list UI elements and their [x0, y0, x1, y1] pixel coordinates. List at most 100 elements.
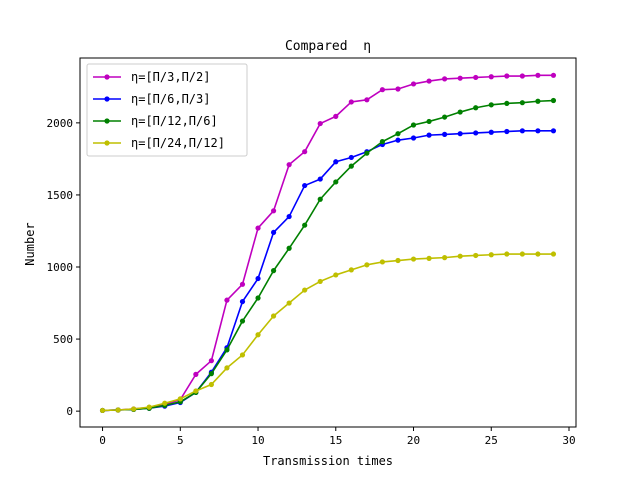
- data-point-s2: [473, 130, 479, 136]
- data-point-s3: [473, 105, 479, 111]
- data-point-s2: [426, 132, 432, 138]
- x-tick-label: 25: [485, 434, 498, 447]
- data-point-s4: [99, 407, 106, 414]
- data-point-s1: [379, 87, 386, 93]
- data-point-s3: [426, 118, 432, 125]
- data-point-s2: [395, 137, 401, 143]
- y-tick-label: 500: [53, 333, 73, 346]
- data-point-s2: [333, 159, 339, 165]
- data-point-s1: [270, 208, 277, 214]
- data-point-s1: [504, 73, 510, 79]
- data-point-s2: [348, 154, 354, 161]
- data-point-s1: [224, 297, 230, 303]
- legend-label-2: η=[Π/6,Π/3]: [131, 92, 210, 106]
- data-point-s2: [410, 135, 417, 141]
- data-point-s1: [208, 358, 214, 364]
- chart-title: Compared η: [285, 39, 371, 54]
- data-point-s4: [208, 381, 214, 388]
- y-axis-label: Number: [23, 222, 37, 265]
- data-point-s3: [270, 268, 277, 274]
- legend-label-4: η=[Π/24,Π/12]: [131, 136, 225, 150]
- data-point-s1: [317, 120, 323, 127]
- legend-marker-4: [104, 140, 110, 146]
- axes-frame: [79, 57, 577, 428]
- data-point-s4: [333, 272, 339, 278]
- series-line-3: [102, 99, 554, 412]
- data-point-s4: [255, 332, 261, 338]
- data-point-s2: [535, 128, 541, 134]
- data-point-s3: [488, 102, 494, 108]
- data-point-s2: [317, 176, 323, 182]
- legend-label-3: η=[Π/12,Π/6]: [131, 114, 218, 128]
- data-point-s3: [333, 179, 339, 185]
- data-point-s3: [364, 150, 370, 156]
- data-point-s4: [379, 259, 386, 265]
- data-point-s1: [488, 74, 494, 80]
- data-point-s2: [488, 129, 494, 135]
- data-point-s3: [519, 100, 525, 106]
- data-point-s2: [442, 131, 448, 137]
- data-point-s4: [115, 407, 121, 413]
- data-point-s4: [348, 267, 354, 273]
- data-point-s4: [239, 352, 246, 358]
- data-point-s4: [286, 300, 292, 306]
- data-point-s3: [286, 245, 292, 251]
- data-point-s4: [442, 255, 448, 261]
- data-point-s4: [519, 251, 525, 257]
- data-point-s1: [193, 371, 199, 377]
- x-tick-label: 15: [329, 434, 342, 447]
- data-point-s3: [550, 97, 557, 104]
- legend-marker-3: [104, 118, 110, 124]
- data-point-s1: [426, 78, 432, 84]
- data-point-s4: [146, 404, 152, 410]
- legend-box: [86, 63, 248, 157]
- data-point-s4: [457, 253, 463, 259]
- data-point-s1: [535, 72, 541, 78]
- legend-label-1: η=[Π/3,Π/2]: [131, 70, 210, 84]
- data-point-s4: [426, 255, 432, 261]
- data-point-s3: [224, 347, 230, 353]
- y-tick-label: 1000: [47, 261, 74, 274]
- data-point-s1: [348, 99, 354, 105]
- data-point-s4: [302, 287, 308, 293]
- data-point-s1: [410, 81, 417, 87]
- x-tick-label: 10: [251, 434, 264, 447]
- data-point-s2: [255, 275, 261, 282]
- data-point-s4: [317, 278, 323, 285]
- data-point-s3: [395, 131, 401, 137]
- data-point-s1: [333, 113, 339, 119]
- x-tick-label: 5: [177, 434, 184, 447]
- data-point-s2: [286, 213, 292, 220]
- plot-area: 0 5 10 15 20 25 30 0 500 1000 1500 2000: [47, 72, 576, 447]
- data-point-s1: [442, 76, 448, 82]
- data-point-s4: [162, 400, 168, 406]
- x-tick-label: 0: [99, 434, 106, 447]
- y-tick-label: 1500: [47, 189, 74, 202]
- data-point-s4: [364, 262, 370, 268]
- data-point-s2: [239, 298, 246, 305]
- data-point-s4: [535, 251, 541, 257]
- data-point-s3: [208, 371, 214, 377]
- data-point-s1: [519, 73, 525, 79]
- data-point-s2: [302, 182, 308, 189]
- data-point-s4: [550, 251, 557, 257]
- y-tick-label: 0: [66, 405, 73, 418]
- data-point-s3: [442, 114, 448, 120]
- data-point-s4: [504, 251, 510, 257]
- data-point-s2: [550, 128, 557, 134]
- x-tick-label: 30: [562, 434, 575, 447]
- data-point-s3: [379, 139, 386, 145]
- y-tick-label: 2000: [47, 117, 74, 130]
- data-point-s2: [519, 128, 525, 134]
- data-point-s4: [488, 252, 494, 258]
- data-point-s4: [193, 388, 199, 394]
- data-point-s4: [270, 313, 277, 319]
- data-point-s1: [302, 149, 308, 155]
- data-point-s4: [224, 365, 230, 371]
- data-point-s4: [131, 406, 137, 412]
- data-point-s3: [535, 98, 541, 104]
- data-point-s3: [255, 295, 261, 301]
- data-point-s1: [255, 225, 261, 231]
